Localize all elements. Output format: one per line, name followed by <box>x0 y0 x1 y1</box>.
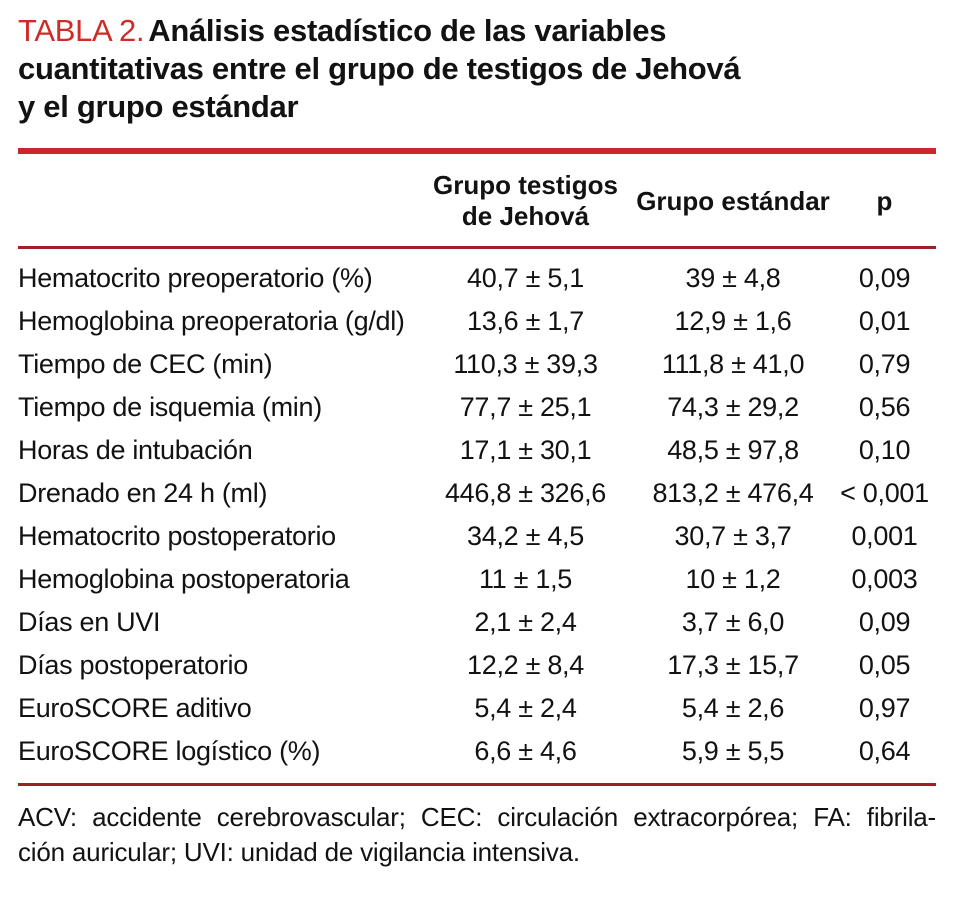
cell-group-standard: 12,9 ± 1,6 <box>674 306 792 336</box>
cell-p-value: 0,79 <box>858 349 911 379</box>
cell-group-standard: 39 ± 4,8 <box>685 263 781 293</box>
title-line-1: Análisis estadístico de las variables <box>148 13 667 48</box>
paper-table-page: TABLA 2. Análisis estadístico de las vari… <box>18 12 936 870</box>
table-number-label: TABLA 2. <box>18 13 145 48</box>
footnote-line-2: ción auricular; UVI: unidad de vigilanci… <box>18 837 580 867</box>
cell-group-standard: 30,7 ± 3,7 <box>674 521 792 551</box>
header-p-value: p <box>833 148 936 249</box>
table-row: Horas de intubación 17,1 ± 30,1 48,5 ± 97,… <box>18 429 936 472</box>
cell-group-jehovah: 446,8 ± 326,6 <box>444 478 607 508</box>
cell-variable: Días en UVI <box>18 607 161 637</box>
cell-p-value: 0,01 <box>858 306 911 336</box>
stats-table: Grupo testigos de Jehová Grupo estándar … <box>18 148 936 786</box>
cell-group-standard: 5,9 ± 5,5 <box>633 730 833 786</box>
cell-group-standard: 48,5 ± 97,8 <box>667 435 799 465</box>
cell-p-value: 0,10 <box>858 435 911 465</box>
table-row: Tiempo de CEC (min) 110,3 ± 39,3 111,8 ± 4… <box>18 343 936 386</box>
cell-group-jehovah: 34,2 ± 4,5 <box>467 521 584 551</box>
cell-group-jehovah: 2,1 ± 2,4 <box>474 607 577 637</box>
cell-group-jehovah: 77,7 ± 25,1 <box>459 392 592 422</box>
table-row: EuroSCORE logístico (%) 6,6 ± 4,6 5,9 ± 5,… <box>18 730 936 786</box>
table-row: Hematocrito postoperatorio 34,2 ± 4,5 30,7… <box>18 515 936 558</box>
cell-p-value: 0,97 <box>858 693 911 723</box>
header-variable <box>18 148 418 249</box>
cell-variable: Días postoperatorio <box>18 650 248 680</box>
cell-p-value: < 0,001 <box>840 478 929 508</box>
cell-group-jehovah: 5,4 ± 2,4 <box>474 693 577 723</box>
table-body: Hematocrito preoperatorio (%) 40,7 ± 5,1 3… <box>18 248 936 786</box>
header-group-jehovah: Grupo testigos de Jehová <box>418 148 633 249</box>
table-row: Hematocrito preoperatorio (%) 40,7 ± 5,1 3… <box>18 248 936 301</box>
cell-group-standard: 813,2 ± 476,4 <box>652 478 814 508</box>
cell-group-jehovah: 17,1 ± 30,1 <box>459 435 592 465</box>
cell-variable: Hemoglobina postoperatoria <box>18 564 350 594</box>
title-line-3: y el grupo estándar <box>18 89 299 124</box>
cell-variable: Hematocrito postoperatorio <box>18 521 336 551</box>
table-row: Tiempo de isquemia (min) 77,7 ± 25,1 74,3 … <box>18 386 936 429</box>
cell-group-jehovah: 6,6 ± 4,6 <box>418 730 633 786</box>
cell-group-jehovah: 40,7 ± 5,1 <box>467 263 584 293</box>
cell-variable: Tiempo de CEC (min) <box>18 349 273 379</box>
table-footnote: ACV: accidente cerebrovascular; CEC: cir… <box>18 800 936 870</box>
title-line-2: cuantitativas entre el grupo de testigos… <box>18 51 741 86</box>
cell-p-value: 0,05 <box>858 650 911 680</box>
cell-group-standard: 111,8 ± 41,0 <box>661 349 805 379</box>
cell-p-value: 0,64 <box>833 730 936 786</box>
cell-p-value: 0,09 <box>858 263 911 293</box>
cell-variable: EuroSCORE logístico (%) <box>18 730 418 786</box>
cell-group-jehovah: 110,3 ± 39,3 <box>453 349 598 379</box>
cell-group-jehovah: 11 ± 1,5 <box>479 564 572 594</box>
cell-group-standard: 5,4 ± 2,6 <box>681 693 785 723</box>
header-group-jehovah-label: Grupo testigos de Jehová <box>433 170 618 231</box>
table-row: Drenado en 24 h (ml) 446,8 ± 326,6 813,2 ±… <box>18 472 936 515</box>
table-title: TABLA 2. Análisis estadístico de las vari… <box>18 12 936 126</box>
footnote-line-1: ACV: accidente cerebrovascular; CEC: cir… <box>18 802 936 832</box>
header-row: Grupo testigos de Jehová Grupo estándar … <box>18 148 936 249</box>
header-group-standard: Grupo estándar <box>633 148 833 249</box>
cell-variable: Hemoglobina preoperatoria (g/dl) <box>18 306 405 336</box>
cell-variable: Horas de intubación <box>18 435 253 465</box>
cell-group-standard: 17,3 ± 15,7 <box>667 650 799 680</box>
cell-group-standard: 3,7 ± 6,0 <box>681 607 785 637</box>
cell-group-standard: 10 ± 1,2 <box>685 564 781 594</box>
cell-variable: Hematocrito preoperatorio (%) <box>18 263 373 293</box>
cell-group-jehovah: 13,6 ± 1,7 <box>467 306 584 336</box>
table-row: Días postoperatorio 12,2 ± 8,4 17,3 ± 15,7… <box>18 644 936 687</box>
cell-variable: Tiempo de isquemia (min) <box>18 392 322 422</box>
table-header: Grupo testigos de Jehová Grupo estándar … <box>18 148 936 249</box>
cell-p-value: 0,09 <box>858 607 911 637</box>
table-row: Hemoglobina postoperatoria 11 ± 1,5 10 ± 1… <box>18 558 936 601</box>
table-row: Hemoglobina preoperatoria (g/dl) 13,6 ± 1… <box>18 300 936 343</box>
cell-group-jehovah: 12,2 ± 8,4 <box>467 650 584 680</box>
cell-variable: EuroSCORE aditivo <box>18 693 252 723</box>
cell-group-standard: 74,3 ± 29,2 <box>667 392 799 422</box>
cell-variable: Drenado en 24 h (ml) <box>18 478 268 508</box>
cell-p-value: 0,56 <box>858 392 911 422</box>
table-row: EuroSCORE aditivo 5,4 ± 2,4 5,4 ± 2,6 0,97 <box>18 687 936 730</box>
cell-p-value: 0,003 <box>851 564 918 594</box>
table-row: Días en UVI 2,1 ± 2,4 3,7 ± 6,0 0,09 <box>18 601 936 644</box>
cell-p-value: 0,001 <box>851 521 918 551</box>
